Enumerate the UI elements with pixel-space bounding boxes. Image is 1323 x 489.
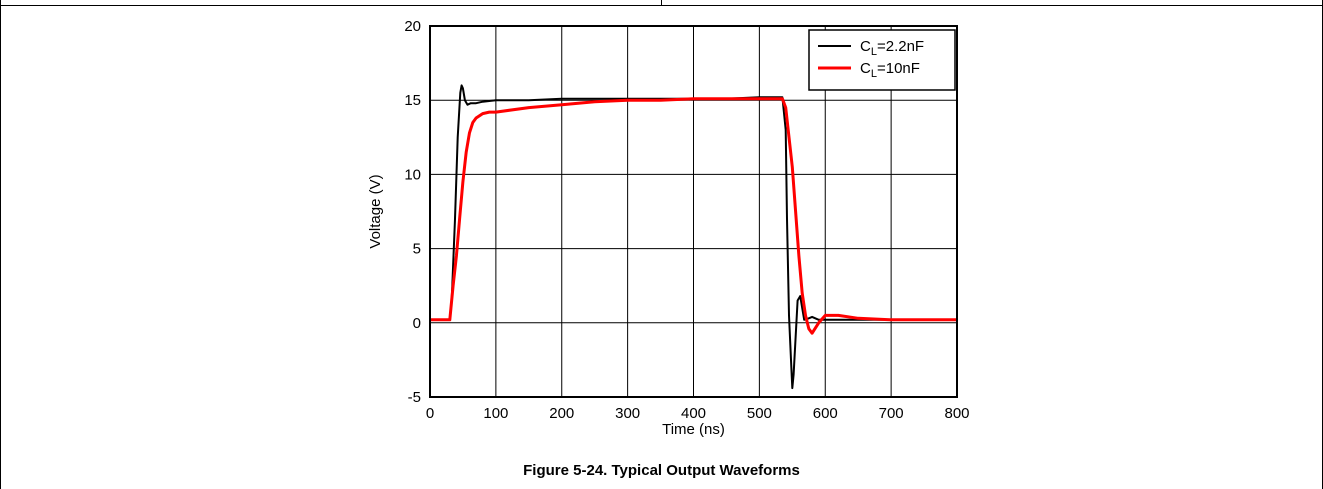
- tick-labels: 0 100 200 300 400 500 600 700 800 -5 0 5 10 15 20: [404, 18, 969, 422]
- y-axis-label: Voltage (V): [367, 174, 384, 248]
- x-tick-label: 100: [483, 405, 508, 422]
- y-tick-label: -5: [408, 389, 421, 406]
- x-tick-label: 600: [813, 405, 838, 422]
- plot-area-frame: [429, 25, 958, 398]
- y-tick-label: 20: [404, 18, 421, 35]
- x-tick-label: 300: [615, 405, 640, 422]
- series-lines: [430, 84, 957, 390]
- y-tick-label: 15: [404, 92, 421, 109]
- x-tick-label: 400: [681, 405, 706, 422]
- legend-label-1: CL=2.2nF: [860, 38, 924, 58]
- y-tick-label: 0: [413, 315, 421, 332]
- x-tick-label: 700: [879, 405, 904, 422]
- legend-box: [808, 29, 956, 91]
- x-tick-label: 800: [944, 405, 969, 422]
- x-axis-label: Time (ns): [662, 421, 725, 438]
- x-tick-label: 0: [426, 405, 434, 422]
- y-tick-label: 10: [404, 166, 421, 183]
- series-line-2: [430, 97, 957, 335]
- x-tick-label: 200: [549, 405, 574, 422]
- waveform-chart: 0 100 200 300 400 500 600 700 800 -5 0 5 10 15 20 Time…: [367, 18, 970, 438]
- y-tick-label: 5: [413, 241, 421, 258]
- x-tick-label: 500: [747, 405, 772, 422]
- legend-label-2: CL=10nF: [860, 60, 920, 80]
- figure-caption: Figure 5-24. Typical Output Waveforms: [523, 462, 800, 479]
